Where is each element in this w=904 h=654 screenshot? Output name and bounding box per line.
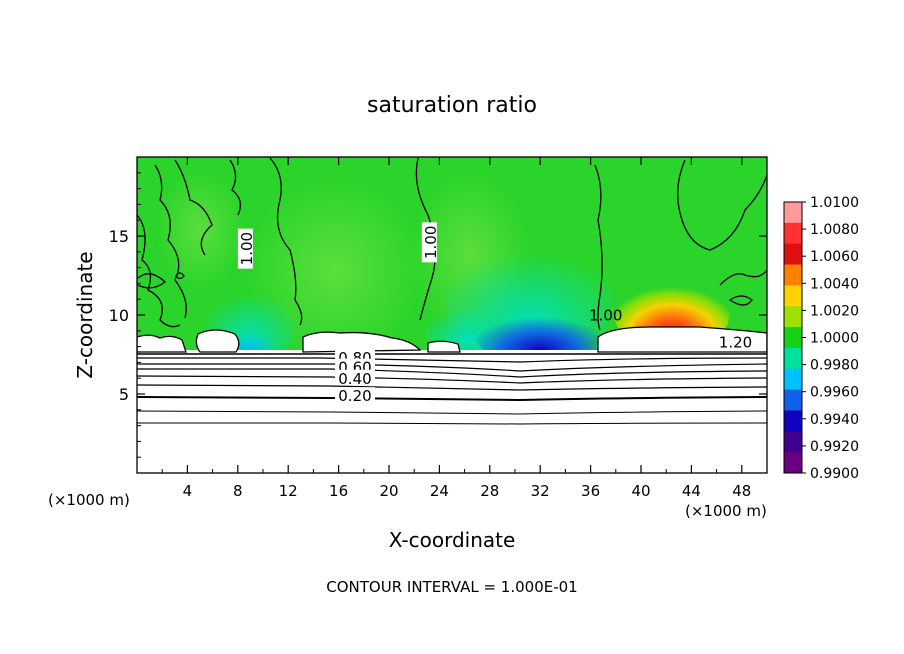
contour-label-background bbox=[334, 369, 375, 385]
colorbar-segment bbox=[784, 452, 802, 474]
colorbar-label: 0.9940 bbox=[810, 412, 859, 428]
colorbar-label: 1.0040 bbox=[810, 276, 859, 292]
colorbar-segment bbox=[784, 368, 802, 391]
contour-label-background bbox=[237, 228, 253, 269]
x-tick-label: 48 bbox=[732, 482, 751, 500]
x-tick-label: 20 bbox=[379, 482, 398, 500]
colorbar-segment bbox=[784, 431, 802, 453]
cloud-regions bbox=[137, 326, 767, 353]
colorbar-label: 0.9900 bbox=[810, 466, 859, 482]
x-unit-label-right: (×1000 m) bbox=[685, 502, 767, 520]
y-tick-label: 5 bbox=[119, 385, 129, 404]
colorbar-label: 0.9920 bbox=[810, 439, 859, 455]
contour-label-background bbox=[334, 387, 375, 403]
colorbar-segment bbox=[784, 222, 802, 245]
colorbar-segment bbox=[784, 264, 802, 286]
light-green-region bbox=[155, 170, 245, 290]
colorbar-label: 0.9980 bbox=[810, 358, 859, 374]
x-tick-label: 12 bbox=[279, 482, 298, 500]
contour-label: 1.00 bbox=[238, 232, 256, 265]
contour-label: 1.00 bbox=[422, 226, 440, 259]
contour-label: 0.40 bbox=[338, 370, 371, 388]
contour-labels: 1.00 1.001.001.200.800.600.400.20 bbox=[237, 222, 756, 405]
contour-label: 0.20 bbox=[338, 387, 371, 405]
colorbar: 1.0100 1.0080 1.0060 1.0040 1.0020 1.0000 0.99… bbox=[783, 195, 859, 482]
contour-label-background bbox=[421, 222, 437, 263]
plot-area bbox=[137, 157, 767, 473]
x-tick-label: 32 bbox=[531, 482, 550, 500]
x-axis: 4 8 12 16 20 24 28 32 36 40 44 48 bbox=[161, 157, 751, 500]
colorbar-label: 1.0080 bbox=[810, 222, 859, 238]
colorbar-segment bbox=[784, 410, 802, 432]
y-axis: 5 10 15 bbox=[109, 172, 767, 458]
x-tick-label: 4 bbox=[183, 482, 193, 500]
x-tick-label: 44 bbox=[682, 482, 701, 500]
contour-label: 1.20 bbox=[719, 333, 752, 351]
colorbar-label: 1.0020 bbox=[810, 303, 859, 319]
contour-lines-lower bbox=[137, 353, 767, 425]
colorbar-segment bbox=[784, 243, 802, 266]
colorbar-segment bbox=[784, 202, 802, 224]
x-axis-title: X-coordinate bbox=[389, 528, 516, 552]
colorbar-label: 1.0060 bbox=[810, 249, 859, 265]
contour-interval-text: CONTOUR INTERVAL = 1.000E-01 bbox=[326, 578, 577, 596]
contour-label: 1.00 bbox=[589, 307, 622, 325]
colorbar-label: 1.0100 bbox=[810, 195, 859, 211]
y-axis-title: Z-coordinate bbox=[73, 251, 97, 378]
x-tick-label: 28 bbox=[480, 482, 499, 500]
x-unit-label-left: (×1000 m) bbox=[48, 491, 130, 509]
colorbar-segment bbox=[784, 389, 802, 411]
colorbar-segment bbox=[784, 347, 802, 370]
y-tick-label: 15 bbox=[109, 227, 129, 246]
x-tick-label: 36 bbox=[581, 482, 600, 500]
contour-label-background bbox=[715, 333, 756, 349]
chart-title: saturation ratio bbox=[367, 93, 537, 118]
x-tick-label: 16 bbox=[329, 482, 348, 500]
colorbar-segment bbox=[784, 306, 802, 328]
colorbar-segment bbox=[784, 285, 802, 307]
y-tick-label: 10 bbox=[109, 306, 129, 325]
colorbar-label: 0.9960 bbox=[810, 385, 859, 401]
x-tick-label: 40 bbox=[631, 482, 650, 500]
colorbar-segment bbox=[784, 327, 802, 349]
colorbar-label: 1.0000 bbox=[810, 331, 859, 347]
x-tick-label: 24 bbox=[430, 482, 449, 500]
x-tick-label: 8 bbox=[233, 482, 243, 500]
